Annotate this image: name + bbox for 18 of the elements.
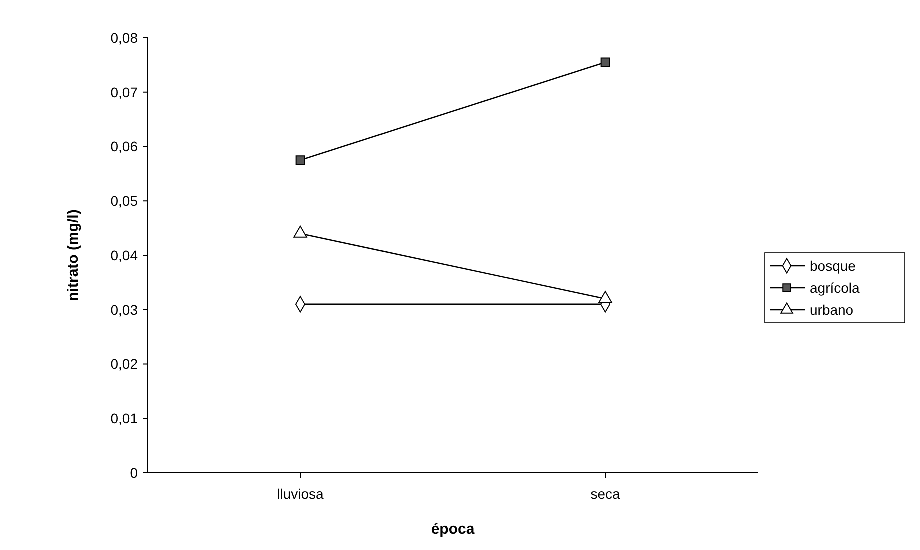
legend-label: agrícola (810, 280, 860, 296)
y-tick-label: 0,01 (110, 410, 138, 427)
x-tick-label: lluviosa (277, 486, 324, 502)
y-tick-label: 0 (130, 464, 138, 481)
x-tick-label: seca (590, 486, 620, 502)
y-tick-label: 0,02 (110, 356, 138, 372)
y-tick-label: 0,08 (110, 30, 138, 46)
y-tick-label: 0,06 (110, 138, 138, 155)
point (600, 58, 610, 68)
legend-label: bosque (810, 258, 856, 274)
y-tick-label: 0,05 (110, 193, 138, 210)
x-axis-title: época (431, 521, 476, 538)
point (296, 156, 306, 166)
y-tick-label: 0,03 (110, 302, 138, 318)
y-axis-title: nitrato (mg/l) (65, 210, 82, 302)
legend-label: urbano (810, 302, 854, 318)
y-tick-label: 0,07 (110, 84, 138, 100)
y-tick-label: 0,04 (110, 247, 138, 264)
